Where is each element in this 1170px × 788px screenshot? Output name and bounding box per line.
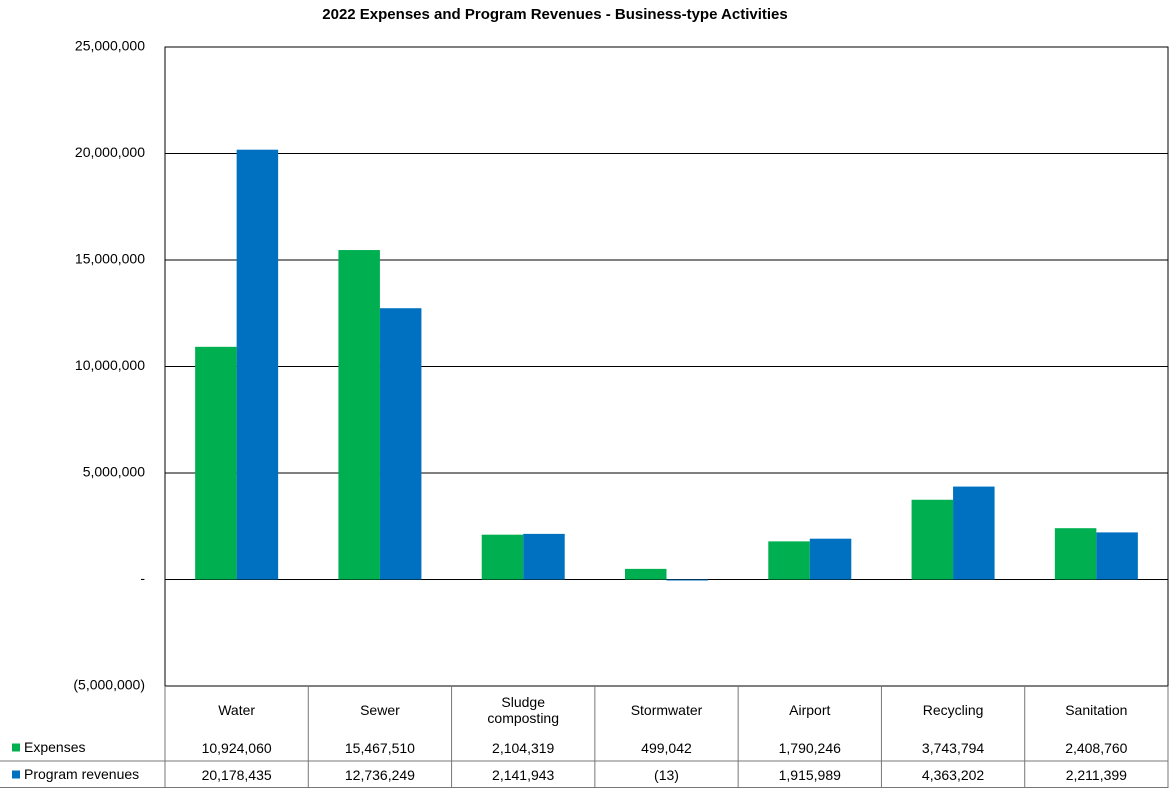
y-tick-label: 15,000,000 (75, 251, 145, 267)
table-value: 2,408,760 (1065, 739, 1128, 756)
category-label: Water (218, 702, 256, 718)
category-label: Sewer (360, 702, 400, 718)
y-tick-label: - (140, 570, 145, 586)
legend-label: Program revenues (24, 766, 139, 782)
category-label: Sanitation (1065, 702, 1128, 718)
chart-title: 2022 Expenses and Program Revenues - Bus… (322, 6, 787, 23)
y-tick-label: 20,000,000 (75, 144, 145, 160)
table-value: (13) (654, 766, 679, 783)
category-label: Stormwater (630, 702, 703, 718)
y-tick-label: 25,000,000 (75, 38, 145, 54)
category-label: Airport (789, 702, 831, 718)
bar (379, 308, 422, 580)
bar (911, 499, 954, 580)
bar (809, 538, 852, 580)
bar (768, 541, 810, 580)
bar (666, 579, 708, 581)
table-value: 20,178,435 (201, 766, 272, 783)
table-value: 2,104,319 (492, 739, 555, 756)
table-value: 1,790,246 (778, 739, 841, 756)
legend-label: Expenses (24, 739, 85, 755)
bar (338, 250, 380, 580)
bar (625, 568, 667, 580)
y-tick-label: 10,000,000 (75, 357, 145, 373)
y-tick-label: 5,000,000 (83, 464, 145, 480)
table-value: 2,211,399 (1065, 766, 1127, 783)
legend-key (12, 770, 20, 779)
category-label: Sludge composting (487, 694, 559, 726)
table-value: 3,743,794 (921, 739, 985, 756)
y-tick-label: (5,000,000) (73, 677, 145, 693)
table-value: 12,736,249 (344, 766, 415, 783)
bar (523, 533, 565, 580)
table-value: 499,042 (641, 739, 692, 756)
legend-key (12, 743, 20, 752)
bar (236, 149, 279, 580)
bar (1096, 532, 1138, 580)
table-value: 15,467,510 (344, 739, 415, 756)
bar (481, 534, 524, 580)
table-value: 10,924,060 (201, 739, 272, 756)
table-value: 4,363,202 (921, 766, 985, 783)
bar (1054, 528, 1097, 580)
bar (953, 486, 995, 580)
bar (195, 346, 237, 580)
table-value: 1,915,989 (778, 766, 841, 783)
category-label: Recycling (922, 702, 984, 718)
table-value: 2,141,943 (492, 766, 555, 783)
